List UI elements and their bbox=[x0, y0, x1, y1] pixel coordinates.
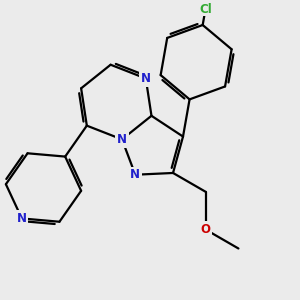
Text: O: O bbox=[201, 223, 211, 236]
Text: N: N bbox=[17, 212, 27, 225]
Text: N: N bbox=[130, 168, 140, 181]
Text: Cl: Cl bbox=[199, 2, 212, 16]
Text: N: N bbox=[141, 72, 151, 85]
Text: N: N bbox=[117, 133, 127, 146]
